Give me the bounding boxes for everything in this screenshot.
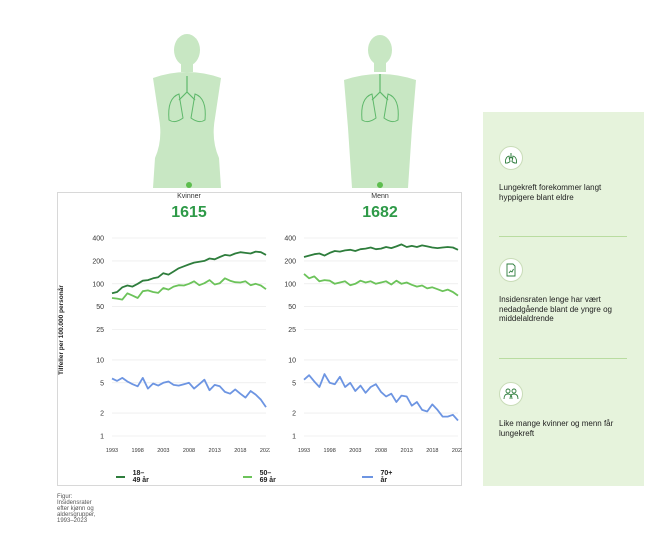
women-ytick-label: 1 [100,434,104,441]
women-ytick-label: 400 [92,236,104,243]
men-xtick-label: 2018 [426,448,438,454]
women-ytick-label: 10 [96,357,104,364]
men-ytick-label: 10 [288,357,296,364]
legend-young-label: 18–49 år [132,470,149,484]
legend-young: 18–49 år [116,470,150,484]
men-xtick-label: 2013 [401,448,413,454]
y-axis-label: Tilfeller per 100.000 personår [58,285,65,375]
finding-1-text: Lungekreft forekommer langt hyppigere bl… [499,183,602,202]
finding-1: Lungekreft forekommer langt hyppigere bl… [499,146,634,202]
men-series-3-line [303,373,459,422]
figure-caption: Figur: Insidensrater efter kjønn og alde… [57,494,96,524]
men-ytick-label: 200 [284,258,296,265]
women-xtick-label: 1998 [132,448,144,454]
men-ytick-label: 5 [292,380,296,387]
women-ytick-label: 50 [96,304,104,311]
women-count: 1615 [171,204,207,221]
women-series-1-line [111,250,267,295]
women-series-3-line [111,377,267,408]
key-findings-panel: Lungekreft forekommer langt hyppigere bl… [483,112,644,486]
men-ytick-label: 1 [292,434,296,441]
men-xtick-label: 2023 [452,448,462,454]
women-ytick-label: 25 [96,327,104,334]
women-xtick-label: 1993 [106,448,118,454]
women-ytick-label: 2 [100,411,104,418]
woman-silhouette [153,34,221,188]
legend-old-label: 70+ år [380,470,393,484]
men-ytick-label: 400 [284,236,296,243]
women-xtick-label: 2018 [234,448,246,454]
men-label: Menn [371,193,389,200]
finding-2: Insidensraten lenge har vært nedadgående… [499,258,634,324]
people-icon [499,382,523,406]
women-label: Kvinner [177,193,201,200]
men-series-2-line [303,273,459,297]
finding-3-text: Like mange kvinner og menn får lungekref… [499,419,614,438]
finding-2-text: Insidensraten lenge har vært nedadgående… [499,295,612,323]
men-xtick-label: 2003 [349,448,361,454]
men-marker-dot [377,182,383,188]
women-series-2-line [111,277,267,301]
legend-mid-swatch [243,476,252,478]
man-silhouette [344,35,416,188]
legend-young-swatch [116,476,125,478]
women-ytick-label: 100 [92,281,104,288]
divider-2 [499,358,627,359]
women-xtick-label: 2008 [183,448,195,454]
women-ytick-label: 5 [100,380,104,387]
women-ytick-label: 200 [92,258,104,265]
men-count: 1682 [362,204,398,221]
document-chart-icon [499,258,523,282]
women-xtick-label: 2013 [209,448,221,454]
men-xtick-label: 2008 [375,448,387,454]
women-xtick-label: 2023 [260,448,270,454]
men-xtick-label: 1993 [298,448,310,454]
men-ytick-label: 100 [284,281,296,288]
finding-3: Like mange kvinner og menn får lungekref… [499,382,634,438]
legend-old-swatch [362,476,373,478]
legend-old: 70+ år [362,470,396,484]
legend-mid: 50–69 år [243,470,277,484]
divider-1 [499,236,627,237]
women-xtick-label: 2003 [157,448,169,454]
men-xtick-label: 1998 [324,448,336,454]
men-series-1-line [303,243,459,258]
men-ytick-label: 25 [288,327,296,334]
women-marker-dot [186,182,192,188]
chart-panel [57,192,462,486]
men-ytick-label: 2 [292,411,296,418]
men-ytick-label: 50 [288,304,296,311]
legend-mid-label: 50–69 år [259,470,276,484]
lungs-icon [499,146,523,170]
